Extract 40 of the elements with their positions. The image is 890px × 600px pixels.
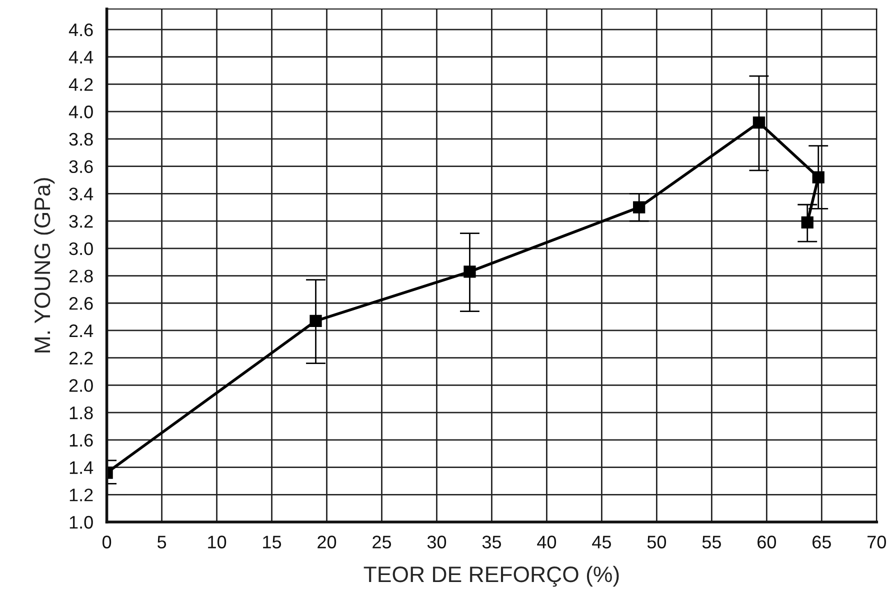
y-tick-label: 4.2 <box>68 78 93 91</box>
x-tick-label: 20 <box>318 536 336 548</box>
y-tick-label: 3.6 <box>69 160 93 174</box>
y-tick-label: 3.2 <box>69 214 93 228</box>
y-tick-label: 2.0 <box>69 379 93 392</box>
y-tick-label: 1.6 <box>70 434 93 447</box>
x-tick-label: 35 <box>482 536 502 548</box>
x-tick-label: 0 <box>102 536 112 548</box>
x-tick-label: 10 <box>208 536 226 548</box>
point <box>812 171 824 184</box>
x-tick-label: 25 <box>372 536 392 548</box>
y-tick-label: 1.2 <box>70 488 93 502</box>
point <box>310 314 322 327</box>
x-tick-label: 70 <box>868 536 886 548</box>
y-tick-label: 4.4 <box>68 51 94 64</box>
x-tick-label: 50 <box>647 536 666 548</box>
y-tick-label: 4.6 <box>68 23 93 36</box>
y-tick-label: 3.8 <box>69 132 93 146</box>
y-tick-label: 1.8 <box>70 406 93 420</box>
point <box>464 266 476 278</box>
point <box>752 116 766 129</box>
x-tick-label: 45 <box>592 536 611 548</box>
x-tick-label: 55 <box>702 536 721 548</box>
y-tick-label: 2.4 <box>69 324 94 338</box>
y-tick-label: 1.4 <box>70 461 94 474</box>
y-tick-label: 2.6 <box>69 297 93 310</box>
y-tick-label: 3.0 <box>69 242 93 256</box>
y-tick-label: 1.0 <box>70 516 93 529</box>
x-tick-label: 65 <box>812 536 831 548</box>
y-tick-label: 3.4 <box>69 188 94 200</box>
x-tick-label: 40 <box>537 536 556 548</box>
x-tick-label: 60 <box>758 536 776 548</box>
x-tick-label: 5 <box>157 536 166 548</box>
x-tick-label: 15 <box>263 536 282 548</box>
y-axis-title: M. YOUNG (GPa) <box>34 178 55 352</box>
x-tick-label: 30 <box>427 536 446 548</box>
x-axis-title: TEOR DE REFORÇO (%) <box>364 566 619 587</box>
y-tick-label: 2.2 <box>69 352 93 364</box>
y-tick-label: 4.0 <box>68 106 93 118</box>
y-tick-label: 2.8 <box>69 270 93 282</box>
